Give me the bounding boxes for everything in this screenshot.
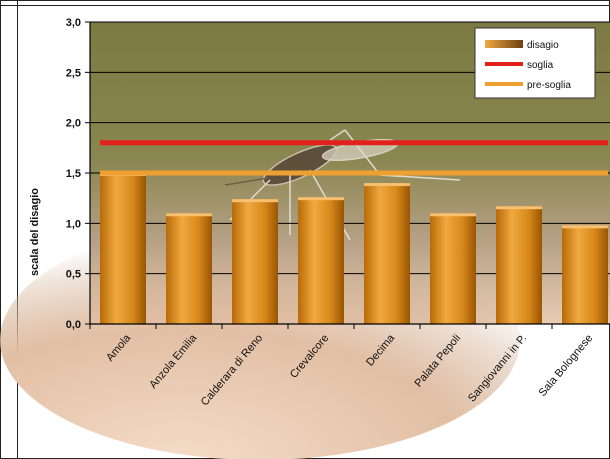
- bar: [298, 197, 344, 324]
- legend-label: pre-soglia: [527, 80, 571, 91]
- legend-label: disagio: [527, 40, 559, 51]
- reference-lines: [100, 140, 608, 176]
- bar-top: [496, 206, 542, 210]
- bar-top: [562, 225, 608, 229]
- bar-body: [166, 213, 212, 324]
- bar-top: [232, 199, 278, 203]
- y-tick-label: 2,0: [66, 118, 81, 130]
- legend-item: soglia: [485, 60, 554, 71]
- y-tick-label: 1,0: [66, 218, 81, 230]
- bar: [430, 213, 476, 324]
- y-axis-label: scala del disagio: [29, 188, 41, 276]
- bar: [232, 199, 278, 324]
- bar-top: [166, 213, 212, 217]
- bar-top: [298, 197, 344, 201]
- y-tick-label: 1,5: [66, 168, 81, 180]
- x-tick-label: Sala Bolognese: [537, 332, 596, 399]
- left-border-line: [17, 0, 18, 459]
- axes: [85, 21, 610, 329]
- legend-swatch: [485, 40, 523, 48]
- bar-body: [232, 199, 278, 324]
- bars: [100, 173, 608, 324]
- legend-item: disagio: [485, 40, 559, 51]
- y-tick-label: 0,0: [66, 319, 81, 331]
- bar-body: [496, 206, 542, 324]
- bar-body: [562, 225, 608, 324]
- y-tick-labels: 0,0 0,5 1,0 1,5 2,0 2,5 3,0: [66, 17, 81, 331]
- bar-body: [364, 183, 410, 324]
- bar: [364, 183, 410, 324]
- bar: [496, 206, 542, 324]
- top-border-line: [0, 5, 610, 6]
- bar-top: [364, 183, 410, 187]
- y-tick-label: 3,0: [66, 17, 81, 29]
- bar: [562, 225, 608, 324]
- bar-body: [100, 173, 146, 324]
- bar-body: [298, 197, 344, 324]
- legend-label: soglia: [527, 60, 554, 71]
- bar-top: [430, 213, 476, 217]
- bar: [166, 213, 212, 324]
- y-tick-label: 2,5: [66, 67, 81, 79]
- legend: disagio soglia pre-soglia: [474, 27, 596, 99]
- bar-body: [430, 213, 476, 324]
- bar: [100, 173, 146, 324]
- legend-item: pre-soglia: [485, 80, 571, 91]
- y-tick-label: 0,5: [66, 269, 81, 281]
